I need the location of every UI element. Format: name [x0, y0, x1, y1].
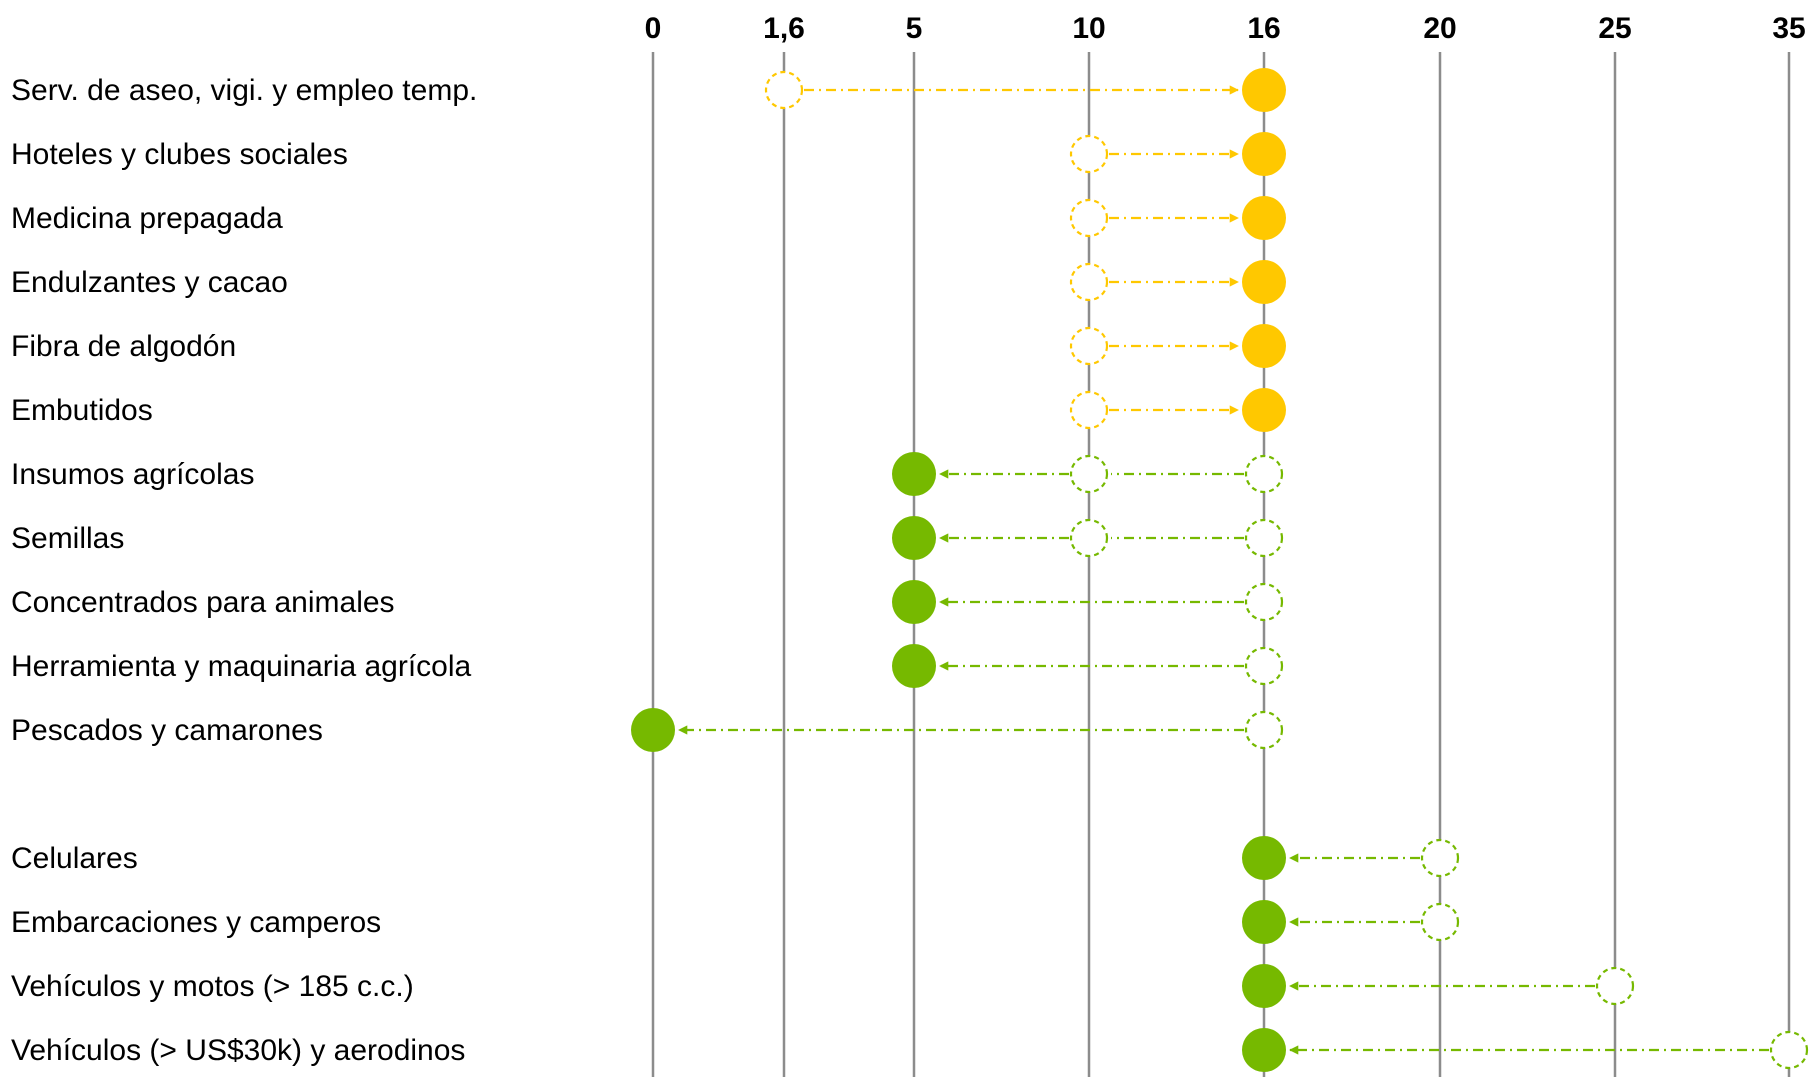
previous-rate-point: [1244, 582, 1284, 622]
category-label: Hoteles y clubes sociales: [11, 138, 348, 171]
x-tick-label: 35: [1772, 12, 1805, 45]
previous-rate-point: [1069, 326, 1109, 366]
category-label: Semillas: [11, 522, 124, 555]
previous-rate-point: [764, 70, 804, 110]
category-label: Serv. de aseo, vigi. y empleo temp.: [11, 74, 477, 107]
previous-rate-point: [1420, 902, 1460, 942]
category-label: Embutidos: [11, 394, 153, 427]
x-tick-label: 10: [1072, 12, 1105, 45]
category-label: Herramienta y maquinaria agrícola: [11, 650, 472, 683]
previous-rate-point: [1420, 838, 1460, 878]
previous-rate-point: [1069, 134, 1109, 174]
category-label: Medicina prepagada: [11, 202, 283, 235]
x-tick-label: 1,6: [763, 12, 805, 45]
previous-rate-point: [1244, 710, 1284, 750]
new-rate-point: [1242, 964, 1286, 1008]
new-rate-point: [892, 644, 936, 688]
previous-rate-point: [1244, 454, 1284, 494]
previous-rate-point: [1069, 390, 1109, 430]
x-tick-labels: 0 1,6 5 10 16 20 25 35: [645, 12, 1806, 45]
category-label: Pescados y camarones: [11, 714, 323, 747]
new-rate-point: [1242, 260, 1286, 304]
new-rate-point: [1242, 388, 1286, 432]
new-rate-point: [1242, 900, 1286, 944]
previous-rate-point: [1069, 454, 1109, 494]
category-labels: Serv. de aseo, vigi. y empleo temp. Hotel…: [11, 74, 477, 1067]
previous-rate-point: [1244, 518, 1284, 558]
new-rate-point: [1242, 836, 1286, 880]
gridlines: [651, 52, 1791, 1077]
x-tick-label: 0: [645, 12, 662, 45]
x-tick-label: 20: [1423, 12, 1456, 45]
previous-rate-point: [1069, 198, 1109, 238]
category-label: Embarcaciones y camperos: [11, 906, 381, 939]
new-rate-point: [1242, 68, 1286, 112]
previous-rate-point: [1595, 966, 1635, 1006]
x-tick-label: 5: [906, 12, 923, 45]
new-rate-point: [892, 516, 936, 560]
category-label: Fibra de algodón: [11, 330, 236, 363]
previous-rate-point: [1069, 518, 1109, 558]
x-tick-label: 16: [1247, 12, 1280, 45]
category-label: Concentrados para animales: [11, 586, 395, 619]
new-rate-point: [892, 580, 936, 624]
category-label: Celulares: [11, 842, 138, 875]
previous-rate-point: [1769, 1030, 1809, 1070]
new-rate-point: [892, 452, 936, 496]
new-rate-point: [631, 708, 675, 752]
category-label: Vehículos (> US$30k) y aerodinos: [11, 1034, 465, 1067]
category-label: Vehículos y motos (> 185 c.c.): [11, 970, 414, 1003]
previous-rate-point: [1244, 646, 1284, 686]
new-rate-point: [1242, 132, 1286, 176]
category-label: Insumos agrícolas: [11, 458, 254, 491]
new-rate-point: [1242, 324, 1286, 368]
change-arrows: [678, 85, 1769, 1055]
x-tick-label: 25: [1598, 12, 1631, 45]
data-points: [631, 68, 1809, 1072]
new-rate-point: [1242, 196, 1286, 240]
previous-rate-point: [1069, 262, 1109, 302]
new-rate-point: [1242, 1028, 1286, 1072]
category-label: Endulzantes y cacao: [11, 266, 288, 299]
